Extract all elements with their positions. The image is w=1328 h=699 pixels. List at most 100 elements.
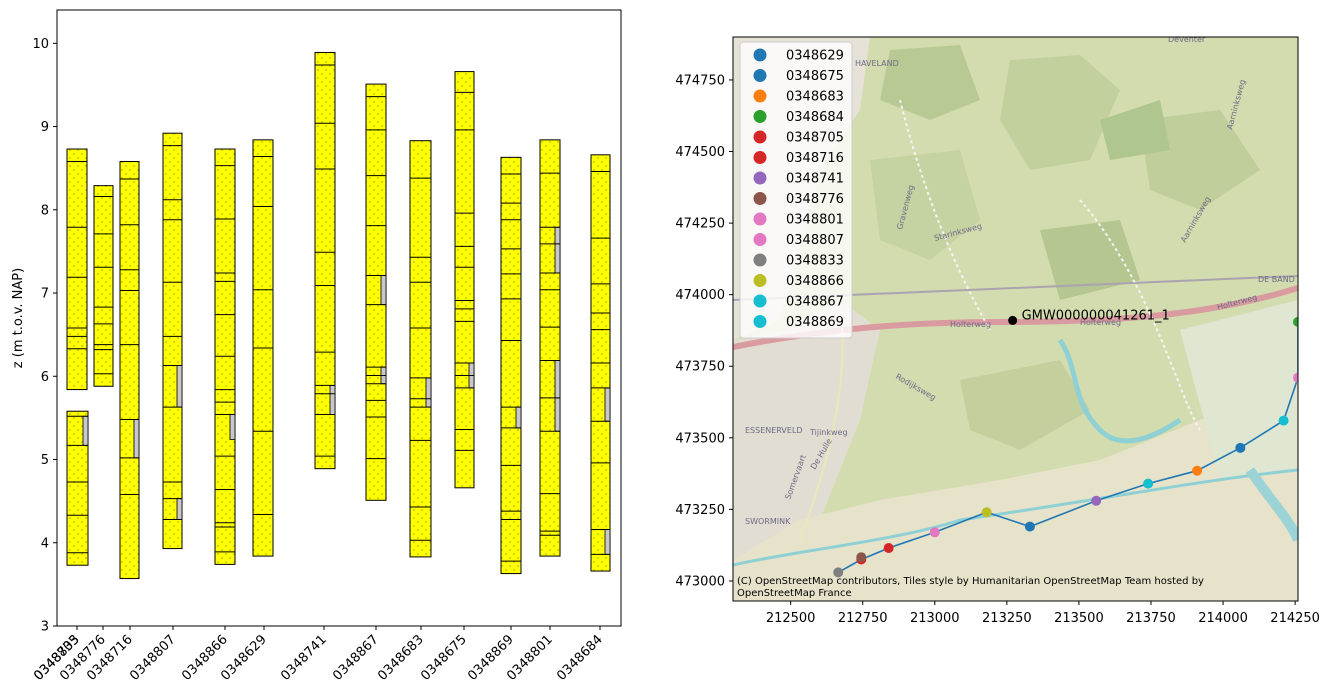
borehole-point [1235,442,1246,453]
borehole-column [409,140,432,558]
legend-label: 0348869 [786,315,844,330]
map-y-tick-label: 473500 [675,431,725,446]
borehole-point [1192,465,1203,476]
map-x-tick-label: 214250 [1270,611,1320,626]
legend-marker [753,253,767,267]
x-tick-label: 0348683 [375,632,427,684]
clay-layer [133,419,140,459]
clay-layer [554,360,561,399]
borehole-0348807 [162,132,183,550]
borehole-point [981,507,992,518]
map-x-tick-label: 214000 [1198,611,1248,626]
map-y-tick-label: 474500 [675,145,725,160]
map-y-tick-label: 474750 [675,73,725,88]
map-x-tick-label: 213750 [1126,611,1176,626]
legend-marker [753,294,767,308]
borehole-0348866 [214,148,236,565]
borehole-0348741 [314,51,336,470]
borehole-0348776 [93,185,114,387]
map-y-tick-label: 473250 [675,503,725,518]
borehole-0348867 [365,83,387,501]
clay-layer [82,415,89,446]
borehole-point [833,567,844,578]
legend-label: 0348741 [786,172,844,187]
borehole-0348705 [66,148,88,391]
borehole-column [500,156,522,575]
clay-layer [229,414,236,440]
map-y-tick-label: 473750 [675,360,725,375]
borehole-0348675 [454,71,475,489]
clay-layer [515,406,522,429]
borehole-plot-frame [56,9,622,627]
map-chart: HAVELAND Deventer DE BAND Holterweg Holt… [675,35,1320,626]
gmw-label: GMW000000041261_1 [1022,308,1170,323]
borehole-column [162,132,183,550]
svg-text:DE BAND: DE BAND [1258,275,1295,284]
clay-layer [554,226,561,274]
svg-text:Holterweg: Holterweg [950,320,991,329]
clay-layer [604,529,611,555]
map-y-tick-label: 474000 [675,288,725,303]
borehole-point [1278,415,1289,426]
clay-layer [176,498,183,520]
legend-label: 0348683 [786,90,844,105]
legend-label: 0348684 [786,110,844,125]
borehole-column [66,148,88,391]
map-x-tick-label: 212750 [838,611,888,626]
map-x-tick-label: 213250 [982,611,1032,626]
borehole-0348683 [409,140,432,558]
y-tick-label: 7 [41,287,49,302]
y-tick-label: 3 [41,620,49,635]
map-y-tick-label: 474250 [675,217,725,232]
borehole-point [929,527,940,538]
svg-text:Deventer: Deventer [1168,35,1206,44]
y-tick-label: 8 [41,203,49,218]
svg-text:HAVELAND: HAVELAND [855,59,899,68]
borehole-point [856,552,867,563]
legend-marker [753,89,767,103]
borehole-point [1091,495,1102,506]
borehole-0348833 [66,410,89,566]
attribution-line-2: OpenStreetMap France [737,588,852,599]
map-attribution: (C) OpenStreetMap contributors, Tiles st… [737,576,1204,599]
svg-text:SWORMINK: SWORMINK [745,517,791,526]
legend-marker [753,171,767,185]
clay-layer [380,275,387,306]
legend-marker [753,274,767,287]
y-axis-label: z (m t.o.v. NAP) [11,268,26,368]
map-x-tick-label: 213500 [1054,611,1104,626]
clay-layer [329,385,336,415]
svg-text:Holterweg: Holterweg [1080,318,1121,327]
borehole-0348869 [500,156,522,575]
y-tick-label: 4 [41,536,49,551]
borehole-0348684 [590,154,611,572]
legend-marker [753,48,767,62]
clay-layer [554,397,561,432]
y-tick-label: 5 [41,453,49,468]
legend-label: 0348801 [786,213,844,228]
legend-box [739,41,853,339]
legend-label: 0348629 [786,49,844,64]
x-tick-label: 0348741 [278,632,330,684]
borehole-0348801 [539,139,561,557]
borehole-column [454,71,475,489]
map-plot-frame [732,36,1299,602]
legend-label: 0348705 [786,131,844,146]
legend-label: 0348675 [786,69,844,84]
map-x-tick-label: 212500 [766,611,816,626]
legend-label: 0348867 [786,295,844,310]
borehole-column [119,161,140,580]
legend-marker [753,315,767,328]
borehole-0348716 [119,161,140,580]
legend-label: 0348807 [786,233,844,248]
borehole-point [1143,478,1154,489]
borehole-point [1293,372,1298,383]
legend-marker [753,212,767,226]
borehole-column [93,185,114,387]
gmw-marker [1008,315,1018,325]
borehole-column [314,51,336,470]
legend: 0348629 0348675 0348683 0348684 0348705 03487… [739,41,853,339]
legend-label: 0348776 [786,192,844,207]
